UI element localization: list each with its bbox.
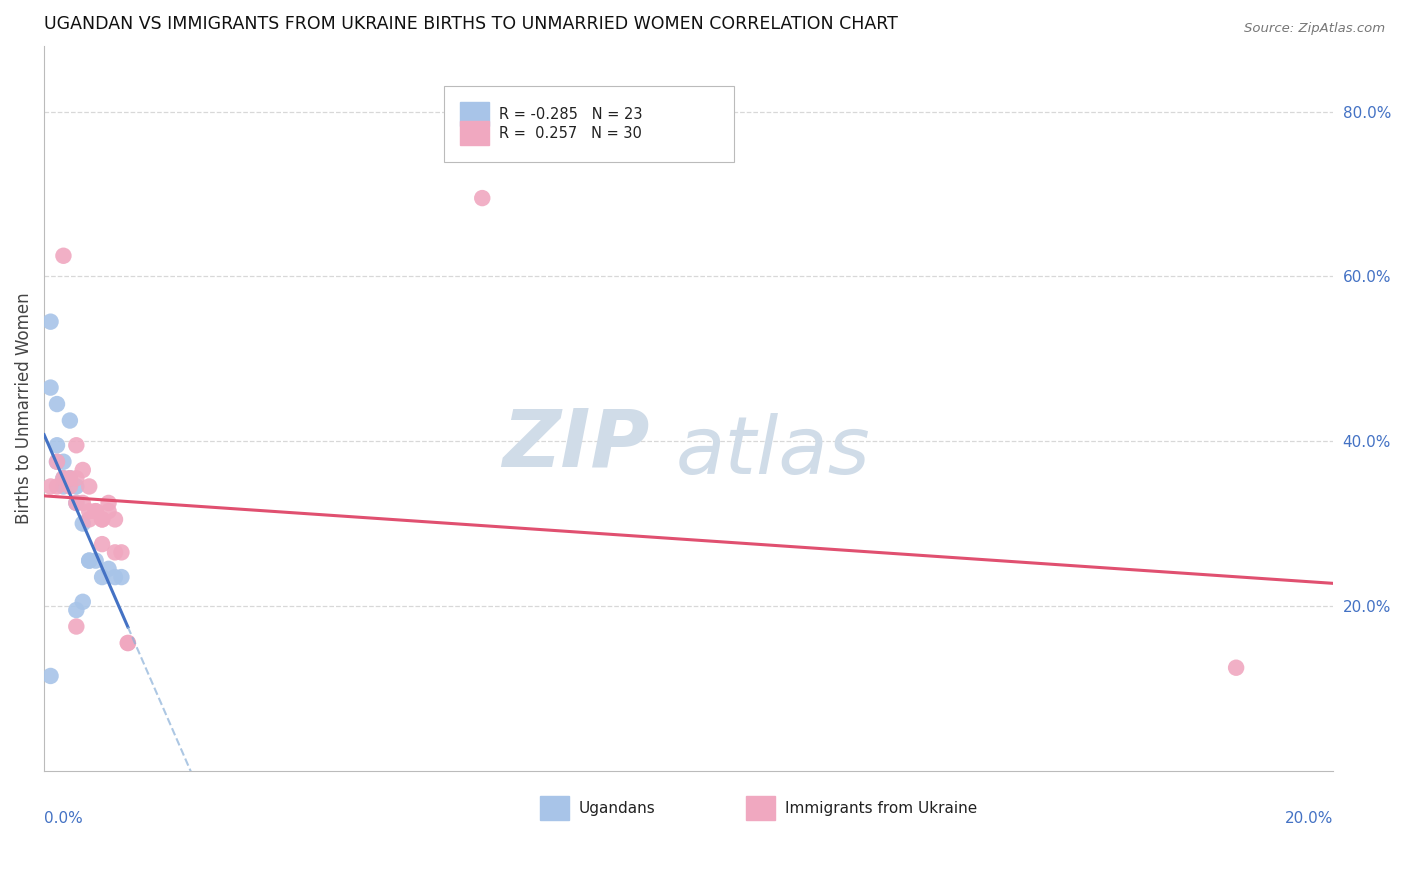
Point	[46, 455, 69, 469]
Point	[52, 471, 75, 485]
Point	[52, 471, 75, 485]
Text: 0.0%: 0.0%	[44, 811, 83, 826]
Point	[39, 315, 62, 329]
Point	[1225, 661, 1247, 675]
Point	[59, 413, 82, 427]
Point	[52, 249, 75, 263]
Point	[46, 455, 69, 469]
Point	[104, 512, 127, 526]
Point	[65, 603, 87, 617]
Point	[59, 471, 82, 485]
Text: ZIP: ZIP	[502, 406, 650, 483]
Point	[91, 512, 114, 526]
Point	[77, 479, 100, 493]
Point	[97, 562, 120, 576]
Text: R = -0.285   N = 23: R = -0.285 N = 23	[499, 107, 643, 121]
Point	[77, 553, 100, 567]
Point	[72, 463, 94, 477]
Bar	[540, 796, 568, 820]
Point	[52, 479, 75, 493]
Point	[65, 619, 87, 633]
Point	[59, 471, 82, 485]
Point	[97, 504, 120, 518]
Point	[46, 438, 69, 452]
Point	[117, 636, 139, 650]
Point	[72, 496, 94, 510]
Point	[84, 504, 107, 518]
Point	[77, 504, 100, 518]
Point	[91, 570, 114, 584]
Point	[72, 516, 94, 531]
Text: Immigrants from Ukraine: Immigrants from Ukraine	[785, 800, 977, 815]
Bar	[747, 796, 775, 820]
Point	[471, 191, 494, 205]
Point	[110, 570, 132, 584]
Bar	[460, 121, 489, 145]
Text: Source: ZipAtlas.com: Source: ZipAtlas.com	[1244, 22, 1385, 36]
Text: Ugandans: Ugandans	[579, 800, 655, 815]
Point	[65, 496, 87, 510]
Point	[77, 512, 100, 526]
Point	[91, 537, 114, 551]
Text: 20.0%: 20.0%	[1285, 811, 1333, 826]
Bar	[460, 103, 489, 126]
Point	[97, 496, 120, 510]
Point	[104, 545, 127, 559]
Point	[46, 479, 69, 493]
Text: UGANDAN VS IMMIGRANTS FROM UKRAINE BIRTHS TO UNMARRIED WOMEN CORRELATION CHART: UGANDAN VS IMMIGRANTS FROM UKRAINE BIRTH…	[44, 15, 898, 33]
Point	[65, 496, 87, 510]
Point	[39, 669, 62, 683]
Point	[52, 455, 75, 469]
Point	[59, 479, 82, 493]
Point	[72, 595, 94, 609]
Point	[39, 479, 62, 493]
Point	[65, 471, 87, 485]
Point	[84, 553, 107, 567]
Point	[46, 397, 69, 411]
Point	[117, 636, 139, 650]
Text: R =  0.257   N = 30: R = 0.257 N = 30	[499, 126, 643, 141]
Point	[104, 570, 127, 584]
Point	[65, 438, 87, 452]
FancyBboxPatch shape	[444, 86, 734, 161]
Point	[39, 381, 62, 395]
Point	[110, 545, 132, 559]
Y-axis label: Births to Unmarried Women: Births to Unmarried Women	[15, 293, 32, 524]
Point	[84, 504, 107, 518]
Text: atlas: atlas	[675, 413, 870, 491]
Point	[77, 553, 100, 567]
Point	[65, 479, 87, 493]
Point	[91, 512, 114, 526]
